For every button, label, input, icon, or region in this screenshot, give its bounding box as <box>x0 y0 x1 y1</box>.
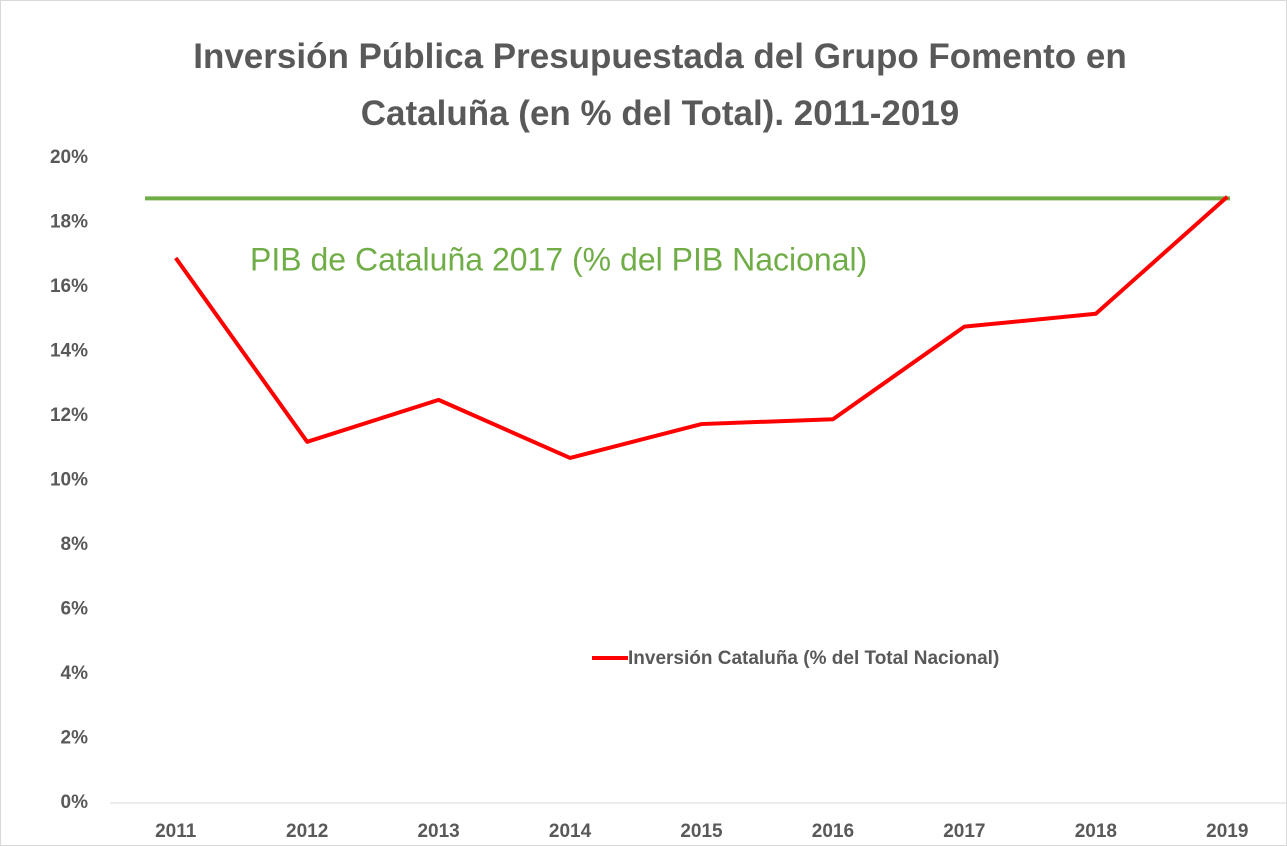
y-tick-label: 0% <box>61 792 89 813</box>
y-tick-label: 12% <box>50 405 88 426</box>
x-tick-label: 2014 <box>549 821 592 842</box>
x-tick-label: 2012 <box>286 821 328 842</box>
y-tick-label: 2% <box>61 728 89 749</box>
legend-label: Inversión Cataluña (% del Total Nacional… <box>628 648 999 669</box>
y-tick-label: 4% <box>61 663 89 684</box>
x-tick-label: 2015 <box>680 821 723 842</box>
y-tick-label: 14% <box>50 341 88 362</box>
x-tick-label: 2018 <box>1075 821 1117 842</box>
x-tick-label: 2011 <box>155 821 197 842</box>
reference-label: PIB de Cataluña 2017 (% del PIB Nacional… <box>250 241 867 277</box>
x-tick-label: 2013 <box>417 821 459 842</box>
y-tick-label: 18% <box>50 212 88 233</box>
chart-title: Inversión Pública Presupuestada del Grup… <box>193 37 1127 133</box>
y-tick-label: 6% <box>61 599 89 620</box>
series-line <box>174 195 1229 460</box>
y-tick-label: 20% <box>50 147 88 168</box>
y-tick-label: 10% <box>50 470 88 491</box>
x-tick-label: 2017 <box>943 821 985 842</box>
x-tick-label: 2016 <box>812 821 854 842</box>
y-tick-label: 16% <box>50 276 88 297</box>
x-tick-label: 2019 <box>1206 821 1248 842</box>
y-tick-label: 8% <box>61 534 89 555</box>
